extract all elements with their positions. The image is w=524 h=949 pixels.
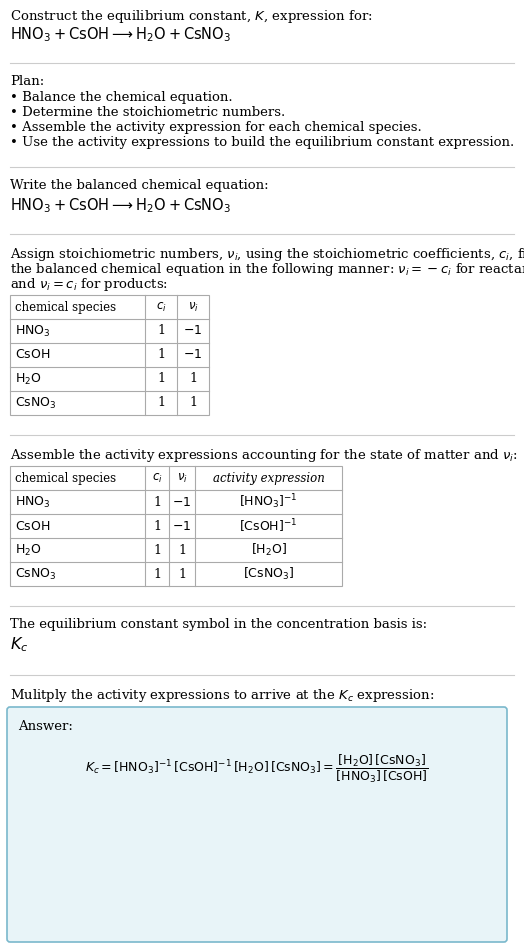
- Text: Assign stoichiometric numbers, $\nu_i$, using the stoichiometric coefficients, $: Assign stoichiometric numbers, $\nu_i$, …: [10, 246, 524, 263]
- Text: Construct the equilibrium constant, $K$, expression for:: Construct the equilibrium constant, $K$,…: [10, 8, 373, 25]
- Text: 1: 1: [157, 325, 165, 338]
- Text: Write the balanced chemical equation:: Write the balanced chemical equation:: [10, 179, 269, 192]
- Text: 1: 1: [189, 397, 197, 410]
- Text: 1: 1: [157, 348, 165, 362]
- Text: $\nu_i$: $\nu_i$: [177, 472, 188, 485]
- Text: $\mathrm{H_2O}$: $\mathrm{H_2O}$: [15, 543, 41, 558]
- Text: • Use the activity expressions to build the equilibrium constant expression.: • Use the activity expressions to build …: [10, 136, 514, 149]
- Text: $[\mathrm{CsNO_3}]$: $[\mathrm{CsNO_3}]$: [243, 566, 294, 582]
- Text: 1: 1: [189, 373, 197, 385]
- Text: 1: 1: [153, 495, 161, 509]
- Text: activity expression: activity expression: [213, 472, 324, 485]
- Text: $\mathrm{CsOH}$: $\mathrm{CsOH}$: [15, 348, 50, 362]
- Text: $c_i$: $c_i$: [156, 301, 166, 313]
- Text: $\mathrm{CsOH}$: $\mathrm{CsOH}$: [15, 519, 50, 532]
- Text: $\mathrm{HNO_3}$: $\mathrm{HNO_3}$: [15, 324, 51, 339]
- Text: Plan:: Plan:: [10, 75, 44, 88]
- Text: $\nu_i$: $\nu_i$: [188, 301, 199, 313]
- Text: $\mathrm{CsNO_3}$: $\mathrm{CsNO_3}$: [15, 567, 57, 582]
- Text: $\mathrm{CsNO_3}$: $\mathrm{CsNO_3}$: [15, 396, 57, 411]
- Text: • Balance the chemical equation.: • Balance the chemical equation.: [10, 91, 233, 104]
- Text: and $\nu_i = c_i$ for products:: and $\nu_i = c_i$ for products:: [10, 276, 168, 293]
- Text: $K_c$: $K_c$: [10, 635, 28, 654]
- Text: chemical species: chemical species: [15, 301, 116, 313]
- Text: $-1$: $-1$: [183, 325, 203, 338]
- Text: Answer:: Answer:: [18, 720, 73, 733]
- Text: chemical species: chemical species: [15, 472, 116, 485]
- Text: 1: 1: [153, 568, 161, 581]
- Text: $[\mathrm{CsOH}]^{-1}$: $[\mathrm{CsOH}]^{-1}$: [239, 517, 298, 535]
- Text: the balanced chemical equation in the following manner: $\nu_i = -c_i$ for react: the balanced chemical equation in the fo…: [10, 261, 524, 278]
- Text: $[\mathrm{H_2O}]$: $[\mathrm{H_2O}]$: [250, 542, 287, 558]
- FancyBboxPatch shape: [7, 707, 507, 942]
- Text: 1: 1: [178, 568, 186, 581]
- Text: $\mathrm{HNO_3}$: $\mathrm{HNO_3}$: [15, 494, 51, 510]
- Text: 1: 1: [153, 519, 161, 532]
- Text: • Determine the stoichiometric numbers.: • Determine the stoichiometric numbers.: [10, 106, 285, 119]
- Text: The equilibrium constant symbol in the concentration basis is:: The equilibrium constant symbol in the c…: [10, 618, 427, 631]
- Text: Mulitply the activity expressions to arrive at the $K_c$ expression:: Mulitply the activity expressions to arr…: [10, 687, 434, 704]
- Text: 1: 1: [157, 373, 165, 385]
- Text: $-1$: $-1$: [172, 495, 192, 509]
- Text: $\mathrm{H_2O}$: $\mathrm{H_2O}$: [15, 371, 41, 386]
- Bar: [10, 466, 342, 586]
- Bar: [10, 295, 209, 415]
- Text: $[\mathrm{HNO_3}]^{-1}$: $[\mathrm{HNO_3}]^{-1}$: [239, 493, 298, 512]
- Text: • Assemble the activity expression for each chemical species.: • Assemble the activity expression for e…: [10, 121, 422, 134]
- Text: $K_c = [\mathrm{HNO_3}]^{-1}\,[\mathrm{CsOH}]^{-1}\,[\mathrm{H_2O}]\,[\mathrm{Cs: $K_c = [\mathrm{HNO_3}]^{-1}\,[\mathrm{C…: [85, 753, 429, 785]
- Text: $-1$: $-1$: [183, 348, 203, 362]
- Text: 1: 1: [178, 544, 186, 556]
- Text: 1: 1: [157, 397, 165, 410]
- Text: $-1$: $-1$: [172, 519, 192, 532]
- Text: $\mathrm{HNO_3 + CsOH \longrightarrow H_2O + CsNO_3}$: $\mathrm{HNO_3 + CsOH \longrightarrow H_…: [10, 25, 231, 44]
- Text: 1: 1: [153, 544, 161, 556]
- Text: $\mathrm{HNO_3 + CsOH \longrightarrow H_2O + CsNO_3}$: $\mathrm{HNO_3 + CsOH \longrightarrow H_…: [10, 196, 231, 214]
- Text: Assemble the activity expressions accounting for the state of matter and $\nu_i$: Assemble the activity expressions accoun…: [10, 447, 518, 464]
- Text: $c_i$: $c_i$: [151, 472, 162, 485]
